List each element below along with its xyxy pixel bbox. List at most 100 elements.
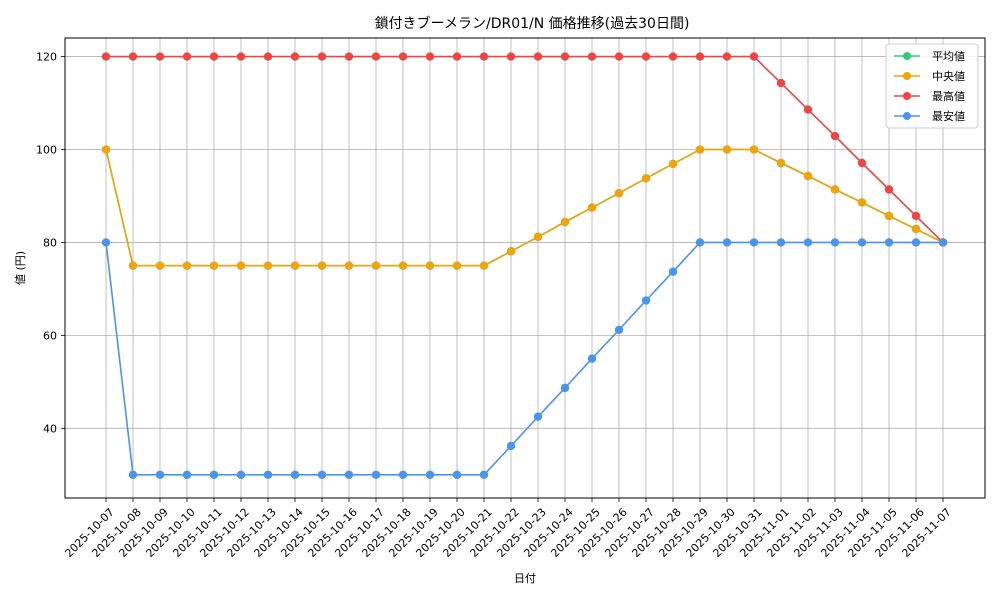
data-point bbox=[587, 52, 597, 61]
data-point bbox=[479, 261, 489, 270]
data-point bbox=[803, 171, 813, 181]
data-point bbox=[371, 261, 381, 270]
data-point bbox=[911, 238, 921, 247]
legend-box bbox=[885, 43, 979, 129]
data-point bbox=[533, 52, 543, 61]
legend-swatch-marker bbox=[903, 72, 911, 80]
data-point bbox=[668, 159, 678, 169]
data-point bbox=[695, 52, 705, 61]
data-point bbox=[182, 470, 192, 479]
data-point bbox=[614, 188, 624, 198]
y-tick-label: 120 bbox=[36, 51, 57, 64]
data-point bbox=[533, 412, 543, 421]
data-point bbox=[425, 261, 435, 270]
data-point bbox=[317, 470, 327, 479]
data-point bbox=[911, 211, 921, 221]
data-point bbox=[182, 52, 192, 61]
y-tick-label: 40 bbox=[43, 422, 57, 435]
series-points bbox=[101, 52, 948, 479]
chart-title: 鎖付きブーメラン/DR01/N 価格推移(過去30日間) bbox=[375, 15, 690, 32]
data-point bbox=[830, 238, 840, 247]
data-point bbox=[317, 261, 327, 270]
data-point bbox=[776, 238, 786, 247]
series-lines bbox=[105, 55, 944, 476]
data-point bbox=[452, 52, 462, 61]
data-point bbox=[884, 185, 894, 194]
data-point bbox=[452, 261, 462, 270]
data-point bbox=[641, 296, 651, 305]
data-point bbox=[749, 52, 759, 61]
data-point bbox=[452, 470, 462, 479]
data-point bbox=[668, 267, 678, 276]
data-point bbox=[614, 52, 624, 61]
data-point bbox=[263, 52, 273, 61]
data-point bbox=[101, 145, 111, 154]
series-line-0 bbox=[105, 148, 944, 267]
legend-label: 最高値 bbox=[932, 89, 965, 103]
data-point bbox=[722, 52, 732, 61]
series-line-3 bbox=[105, 241, 943, 476]
data-point bbox=[209, 261, 219, 270]
data-point bbox=[722, 145, 732, 154]
data-point bbox=[101, 238, 111, 247]
data-point bbox=[101, 52, 111, 61]
data-point bbox=[776, 158, 786, 168]
data-point bbox=[236, 470, 246, 479]
data-point bbox=[236, 52, 246, 61]
legend-swatch-marker bbox=[903, 52, 911, 60]
data-point bbox=[317, 52, 327, 61]
data-point bbox=[290, 261, 300, 270]
y-axis-ticks: 40 60 80 100 120 bbox=[36, 51, 65, 435]
legend-swatch-marker bbox=[903, 112, 911, 120]
data-point bbox=[938, 238, 948, 247]
data-point bbox=[398, 261, 408, 270]
data-point bbox=[236, 261, 246, 270]
data-point bbox=[857, 158, 867, 168]
data-point bbox=[479, 470, 489, 479]
data-point bbox=[830, 185, 840, 194]
data-point bbox=[695, 238, 705, 247]
x-axis-label: 日付 bbox=[514, 572, 536, 585]
data-point bbox=[857, 198, 867, 207]
data-point bbox=[209, 470, 219, 479]
data-point bbox=[155, 52, 165, 61]
data-point bbox=[722, 238, 732, 247]
data-point bbox=[749, 145, 759, 154]
data-point bbox=[371, 52, 381, 61]
y-axis-label: 値 (円) bbox=[14, 251, 27, 285]
data-point bbox=[398, 52, 408, 61]
data-point bbox=[371, 470, 381, 479]
legend-label: 最安値 bbox=[932, 109, 965, 123]
data-point bbox=[560, 52, 570, 61]
data-point bbox=[425, 52, 435, 61]
data-point bbox=[425, 470, 435, 479]
data-point bbox=[641, 52, 651, 61]
data-point bbox=[128, 261, 138, 270]
data-point bbox=[533, 232, 543, 242]
data-point bbox=[128, 470, 138, 479]
y-tick-label: 60 bbox=[43, 329, 57, 342]
data-point bbox=[344, 52, 354, 61]
data-point bbox=[128, 52, 138, 61]
grid bbox=[65, 38, 985, 498]
data-point bbox=[155, 261, 165, 270]
data-point bbox=[506, 441, 516, 451]
data-point bbox=[560, 383, 570, 393]
legend-swatch-marker bbox=[903, 92, 911, 100]
data-point bbox=[506, 247, 516, 256]
data-point bbox=[290, 52, 300, 61]
data-point bbox=[857, 238, 867, 247]
data-point bbox=[884, 238, 894, 247]
data-point bbox=[776, 78, 786, 88]
data-point bbox=[884, 211, 894, 221]
data-point bbox=[344, 470, 354, 479]
data-point bbox=[803, 238, 813, 247]
data-point bbox=[911, 224, 921, 234]
data-point bbox=[830, 131, 840, 141]
series-line-2 bbox=[106, 55, 944, 243]
data-point bbox=[587, 354, 597, 363]
data-point bbox=[398, 470, 408, 479]
data-point bbox=[668, 52, 678, 61]
legend-label: 平均値 bbox=[932, 50, 965, 63]
